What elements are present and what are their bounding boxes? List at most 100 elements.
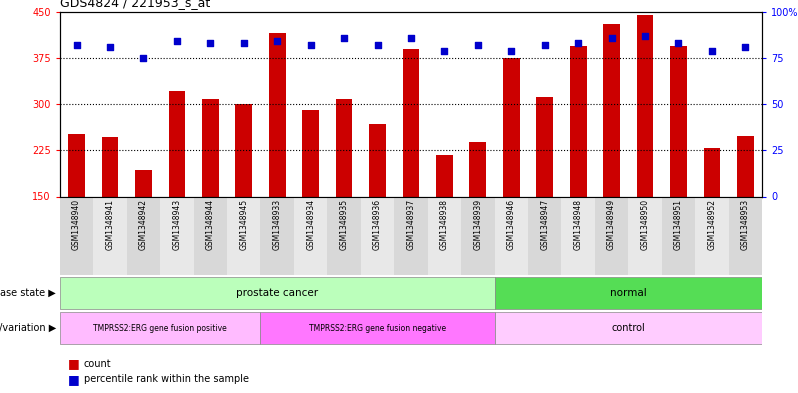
Point xyxy=(705,48,718,54)
Text: GSM1348940: GSM1348940 xyxy=(72,199,81,250)
Text: GSM1348942: GSM1348942 xyxy=(139,199,148,250)
Text: TMPRSS2:ERG gene fusion negative: TMPRSS2:ERG gene fusion negative xyxy=(309,324,446,332)
Bar xyxy=(202,99,219,196)
Bar xyxy=(495,312,762,344)
Bar xyxy=(436,154,452,196)
Bar xyxy=(737,136,754,196)
Bar xyxy=(603,24,620,196)
Text: GSM1348947: GSM1348947 xyxy=(540,199,549,250)
Point xyxy=(371,42,384,48)
Bar xyxy=(369,124,386,196)
Bar xyxy=(68,134,85,196)
Text: disease state ▶: disease state ▶ xyxy=(0,288,56,298)
Text: ■: ■ xyxy=(68,373,80,386)
Text: GSM1348946: GSM1348946 xyxy=(507,199,516,250)
Point xyxy=(438,48,451,54)
Text: GSM1348944: GSM1348944 xyxy=(206,199,215,250)
Text: GSM1348945: GSM1348945 xyxy=(239,199,248,250)
Text: GSM1348951: GSM1348951 xyxy=(674,199,683,250)
Bar xyxy=(562,196,595,275)
Bar xyxy=(670,46,687,196)
Text: GSM1348943: GSM1348943 xyxy=(172,199,181,250)
Bar xyxy=(135,170,152,196)
Bar xyxy=(168,91,185,196)
Bar xyxy=(127,196,160,275)
Point xyxy=(672,40,685,46)
Text: GSM1348938: GSM1348938 xyxy=(440,199,449,250)
Text: TMPRSS2:ERG gene fusion positive: TMPRSS2:ERG gene fusion positive xyxy=(93,324,227,332)
Bar xyxy=(570,46,587,196)
Text: GSM1348950: GSM1348950 xyxy=(641,199,650,250)
Point xyxy=(304,42,317,48)
Point xyxy=(237,40,250,46)
Text: GSM1348939: GSM1348939 xyxy=(473,199,482,250)
Bar xyxy=(495,277,762,309)
Text: ■: ■ xyxy=(68,357,80,370)
Point xyxy=(171,38,184,44)
Text: normal: normal xyxy=(610,288,646,298)
Bar xyxy=(260,196,294,275)
Bar xyxy=(160,196,194,275)
Bar xyxy=(269,33,286,196)
Text: GSM1348941: GSM1348941 xyxy=(105,199,114,250)
Bar xyxy=(662,196,695,275)
Point xyxy=(505,48,518,54)
Point xyxy=(405,35,417,41)
Text: GSM1348934: GSM1348934 xyxy=(306,199,315,250)
Point xyxy=(472,42,484,48)
Point xyxy=(338,35,350,41)
Bar xyxy=(327,196,361,275)
Bar xyxy=(101,137,118,196)
Bar xyxy=(361,196,394,275)
Text: count: count xyxy=(84,358,112,369)
Point xyxy=(739,44,752,50)
Text: GSM1348953: GSM1348953 xyxy=(741,199,750,250)
Text: control: control xyxy=(611,323,646,333)
Text: GSM1348933: GSM1348933 xyxy=(273,199,282,250)
Bar xyxy=(302,110,319,196)
Point xyxy=(104,44,117,50)
Text: GSM1348935: GSM1348935 xyxy=(340,199,349,250)
Bar xyxy=(528,196,562,275)
Bar xyxy=(60,277,495,309)
Text: prostate cancer: prostate cancer xyxy=(236,288,318,298)
Text: GSM1348936: GSM1348936 xyxy=(373,199,382,250)
Bar xyxy=(536,97,553,196)
Bar xyxy=(235,104,252,196)
Bar xyxy=(394,196,428,275)
Bar xyxy=(260,312,495,344)
Bar xyxy=(60,196,93,275)
Text: GSM1348948: GSM1348948 xyxy=(574,199,583,250)
Bar xyxy=(336,99,353,196)
Bar xyxy=(194,196,227,275)
Bar xyxy=(495,196,528,275)
Bar xyxy=(294,196,327,275)
Bar xyxy=(729,196,762,275)
Bar xyxy=(93,196,127,275)
Bar xyxy=(403,49,419,196)
Point xyxy=(137,55,150,61)
Text: GDS4824 / 221953_s_at: GDS4824 / 221953_s_at xyxy=(60,0,210,9)
Bar xyxy=(695,196,729,275)
Point xyxy=(271,38,283,44)
Bar xyxy=(60,312,260,344)
Text: GSM1348937: GSM1348937 xyxy=(406,199,416,250)
Bar xyxy=(595,196,628,275)
Point xyxy=(605,35,618,41)
Text: percentile rank within the sample: percentile rank within the sample xyxy=(84,374,249,384)
Bar xyxy=(637,15,654,196)
Point xyxy=(70,42,83,48)
Bar xyxy=(503,58,519,196)
Text: GSM1348949: GSM1348949 xyxy=(607,199,616,250)
Point xyxy=(638,33,651,39)
Bar xyxy=(628,196,662,275)
Bar xyxy=(227,196,260,275)
Point xyxy=(572,40,585,46)
Text: genotype/variation ▶: genotype/variation ▶ xyxy=(0,323,56,333)
Text: GSM1348952: GSM1348952 xyxy=(708,199,717,250)
Point xyxy=(204,40,217,46)
Bar xyxy=(461,196,495,275)
Bar xyxy=(704,149,721,196)
Point xyxy=(539,42,551,48)
Bar xyxy=(469,142,486,196)
